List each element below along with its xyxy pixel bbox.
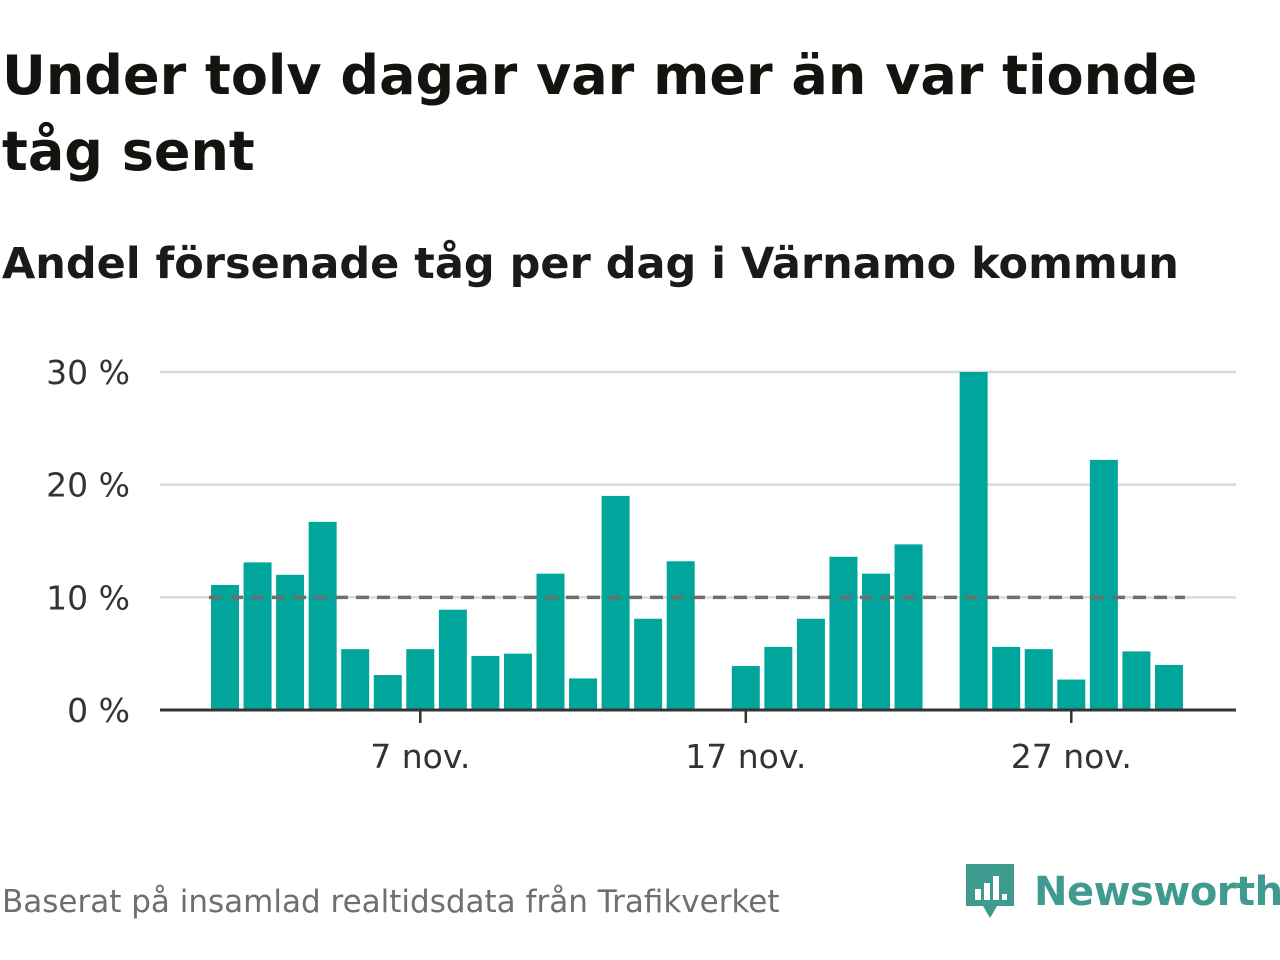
bar — [731, 666, 760, 710]
bar — [373, 675, 402, 710]
y-tick-label: 10 % — [46, 578, 130, 617]
source-note: Baserat på insamlad realtidsdata från Tr… — [2, 884, 780, 920]
bar — [1024, 649, 1053, 710]
bar — [503, 653, 532, 710]
bar — [1057, 679, 1086, 710]
x-tick-label: 27 nov. — [1011, 737, 1132, 776]
bar — [243, 562, 272, 710]
bar — [308, 521, 337, 710]
newsworthy-logo-icon — [966, 864, 1014, 918]
y-tick-label: 0 % — [67, 691, 130, 730]
bar — [1122, 651, 1151, 710]
bar — [601, 495, 630, 710]
x-tick-label: 7 nov. — [370, 737, 470, 776]
bar — [438, 609, 467, 710]
bar — [764, 646, 793, 710]
bar — [959, 372, 988, 710]
x-tick-label: 17 nov. — [685, 737, 806, 776]
bar — [471, 655, 500, 710]
bar — [829, 556, 858, 710]
bar-chart: 0 % 10 % 20 % 30 % 7 nov. 17 nov. 27 nov. — [46, 353, 1236, 776]
bar — [536, 573, 565, 710]
bar — [862, 573, 890, 710]
brand-logo: Newsworthy — [964, 862, 1280, 922]
brand-name: Newsworthy — [1034, 869, 1280, 915]
bar — [1154, 664, 1183, 710]
bar — [666, 561, 695, 710]
bar-series — [211, 372, 1183, 710]
bar — [569, 678, 598, 710]
y-tick-label: 20 % — [46, 466, 130, 505]
bar — [406, 649, 435, 710]
bar — [1089, 459, 1118, 710]
chart-title: Under tolv dagar var mer än var tionde t… — [2, 44, 1198, 183]
axes: 0 % 10 % 20 % 30 % 7 nov. 17 nov. 27 nov. — [46, 353, 1236, 776]
bar — [894, 544, 923, 710]
y-tick-label: 30 % — [46, 353, 130, 392]
bar — [211, 584, 239, 710]
bar — [341, 649, 370, 710]
chart-subtitle: Andel försenade tåg per dag i Värnamo ko… — [2, 239, 1179, 289]
bar — [796, 618, 825, 710]
bar — [634, 618, 663, 710]
bar — [276, 574, 305, 710]
bar — [992, 646, 1021, 710]
